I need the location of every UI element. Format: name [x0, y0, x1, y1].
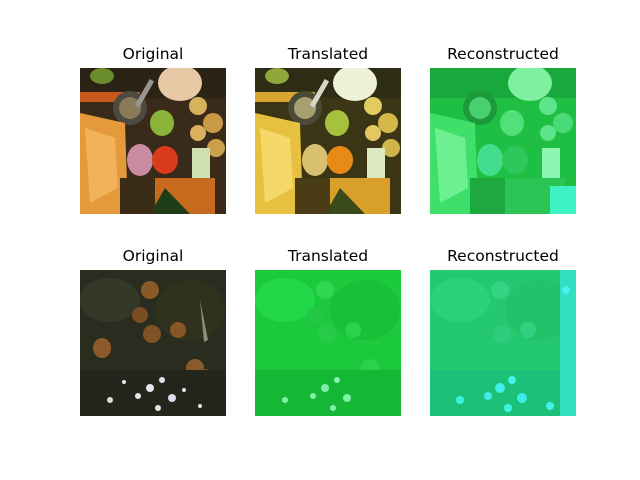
panel-title: Translated [287, 247, 369, 265]
panel-title: Original [122, 45, 184, 63]
panel-title: Reconstructed [447, 247, 559, 265]
panel-title: Original [122, 247, 184, 265]
orange-tree-reconstructed-cyan-photo [430, 270, 576, 416]
fruit-and-vegetables-translated-photo [255, 68, 401, 214]
panel-title: Translated [287, 45, 369, 63]
orange-tree-photo [80, 270, 226, 416]
fruit-and-vegetables-photo [80, 68, 226, 214]
panel-title: Reconstructed [447, 45, 559, 63]
orange-tree-translated-green-photo [255, 270, 401, 416]
fruit-and-vegetables-reconstructed-green-photo [430, 68, 576, 214]
